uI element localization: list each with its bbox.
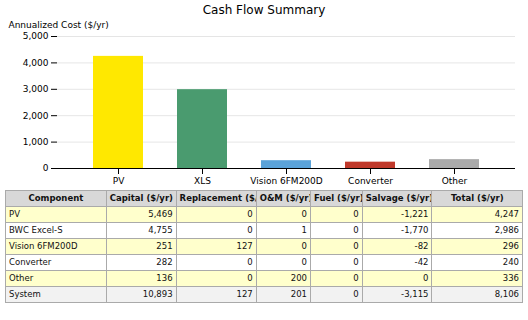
html-text:0: 0: [247, 225, 253, 235]
html-text:200: 200: [290, 273, 307, 283]
html-text:-42: -42: [414, 257, 429, 267]
svg-text:2,000: 2,000: [23, 111, 49, 121]
html-text:0: 0: [353, 273, 359, 283]
html-text:10,893: 10,893: [142, 289, 173, 299]
html-text:Component: Component: [28, 193, 84, 203]
html-text:296: 296: [502, 241, 519, 251]
html-text:PV: PV: [9, 209, 20, 219]
html-text:2,986: 2,986: [494, 225, 519, 235]
html-text:-1,221: -1,221: [401, 209, 429, 219]
html-text:1: 1: [301, 225, 307, 235]
html-text:127: 127: [236, 289, 253, 299]
svg-text:XLS: XLS: [194, 176, 211, 186]
html-text:8,106: 8,106: [494, 289, 519, 299]
html-text:-1,770: -1,770: [401, 225, 429, 235]
html-text:0: 0: [423, 273, 429, 283]
html-text:4,247: 4,247: [494, 209, 519, 219]
svg-text:PV: PV: [113, 176, 125, 186]
html-text:System: System: [9, 289, 41, 299]
html-text:Fuel ($/yr) Salvage ($/yr): Fuel ($/yr) Salvage ($/yr): [314, 193, 434, 203]
html-text:-82: -82: [414, 241, 429, 251]
html-text:336: 336: [502, 273, 519, 283]
html-text:Cash Flow Summary: Cash Flow Summary: [202, 3, 326, 17]
svg-text:Converter: Converter: [348, 176, 393, 186]
html-text:Converter: Converter: [9, 257, 52, 267]
html-text:0: 0: [301, 209, 307, 219]
html-text:Total ($/yr): Total ($/yr): [450, 193, 504, 203]
svg-text:Vision 6FM200D: Vision 6FM200D: [250, 176, 323, 186]
html-text:201: 201: [290, 289, 307, 299]
html-text:5,469: 5,469: [148, 209, 173, 219]
html-text:BWC Excel-S: BWC Excel-S: [9, 225, 63, 235]
html-text:0: 0: [247, 257, 253, 267]
svg-text:Other: Other: [442, 176, 468, 186]
svg-text:0: 0: [43, 163, 49, 173]
html-text:251: 251: [156, 241, 173, 251]
html-text:4,755: 4,755: [148, 225, 173, 235]
html-text:0: 0: [247, 273, 253, 283]
html-text:0: 0: [353, 241, 359, 251]
svg-text:3,000: 3,000: [23, 84, 49, 94]
html-text:240: 240: [502, 257, 519, 267]
html-text:-3,115: -3,115: [401, 289, 429, 299]
html-text:0: 0: [247, 209, 253, 219]
html-text:0: 0: [353, 257, 359, 267]
svg-text:4,000: 4,000: [23, 58, 49, 68]
svg-text:1,000: 1,000: [23, 137, 49, 147]
html-text:0: 0: [353, 289, 359, 299]
html-text:Other: Other: [9, 273, 34, 283]
html-text:0: 0: [353, 209, 359, 219]
svg-text:5,000: 5,000: [23, 31, 49, 41]
html-text:282: 282: [156, 257, 173, 267]
html-text:0: 0: [301, 241, 307, 251]
html-text:136: 136: [156, 273, 173, 283]
html-text:Capital ($/yr): Capital ($/yr): [109, 193, 173, 203]
html-text:0: 0: [353, 225, 359, 235]
html-text:0: 0: [301, 257, 307, 267]
html-text:127: 127: [236, 241, 253, 251]
svg-text:Annualized Cost ($/yr): Annualized Cost ($/yr): [9, 20, 109, 30]
html-text:Vision 6FM200D: Vision 6FM200D: [9, 241, 78, 251]
